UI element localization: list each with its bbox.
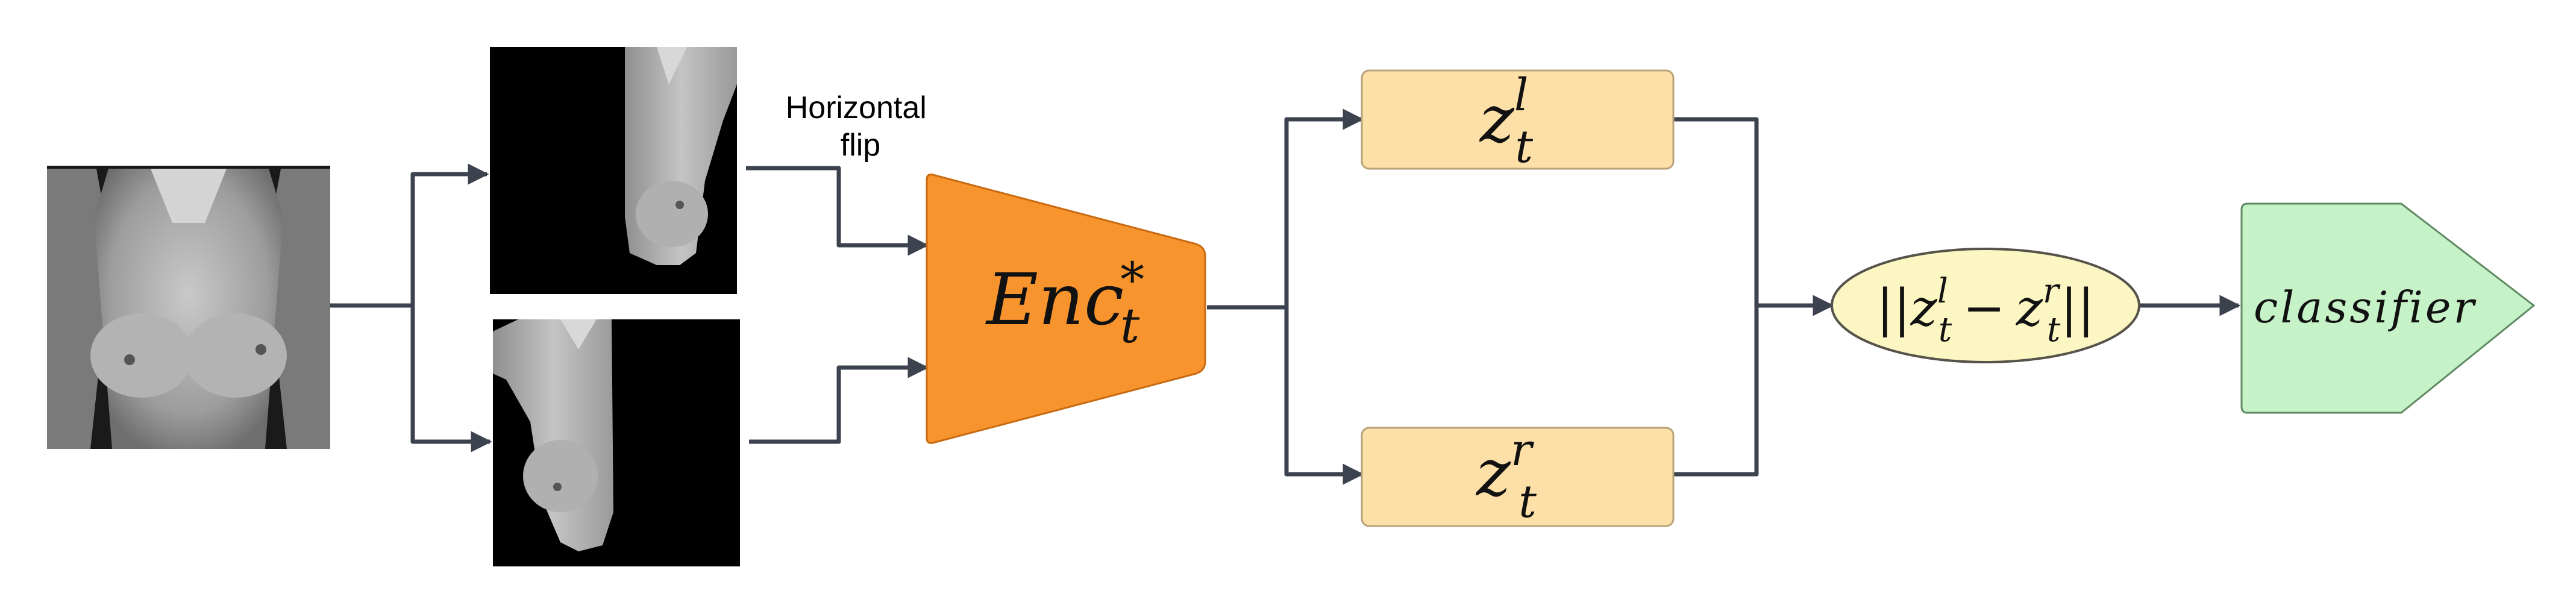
classifier-block: classifier xyxy=(2240,202,2536,414)
latent-right-label: zr t xyxy=(1475,424,1537,528)
arrow-latent-right-to-distance xyxy=(1673,306,1759,477)
arrow-encoder-to-latent-left xyxy=(1207,108,1364,310)
arrow-input-to-bottom-crop xyxy=(410,306,492,453)
encoder-block: Enc* t xyxy=(926,174,1206,444)
arrow-latent-left-to-distance xyxy=(1673,117,1834,316)
latent-right-block: zr t xyxy=(1361,424,1675,528)
flip-label: Horizontal flip xyxy=(786,90,936,163)
flip-label-line2: flip xyxy=(841,128,880,163)
distance-label: ||zl t − zr t|| xyxy=(1876,272,2095,349)
arrow-top-crop-to-encoder xyxy=(746,166,929,256)
classifier-shape xyxy=(2240,202,2536,414)
latent-left-block: zl t xyxy=(1361,69,1675,173)
latent-left-label: zl t xyxy=(1479,69,1534,173)
right-half-crop xyxy=(490,47,737,294)
encoder-label: Enc* t xyxy=(985,252,1144,354)
arrow-input-to-top-crop xyxy=(330,163,489,308)
flip-label-line1: Horizontal xyxy=(786,90,927,125)
arrow-bottom-crop-to-encoder xyxy=(749,357,929,444)
distance-block: ||zl t − zr t|| xyxy=(1831,248,2140,363)
connectors xyxy=(330,108,2241,485)
classifier-label: classifier xyxy=(2254,282,2477,333)
thermal-input-image xyxy=(47,166,330,449)
arrow-encoder-to-latent-right xyxy=(1284,307,1364,485)
encoder-shape xyxy=(926,174,1206,444)
left-half-crop xyxy=(493,319,740,566)
